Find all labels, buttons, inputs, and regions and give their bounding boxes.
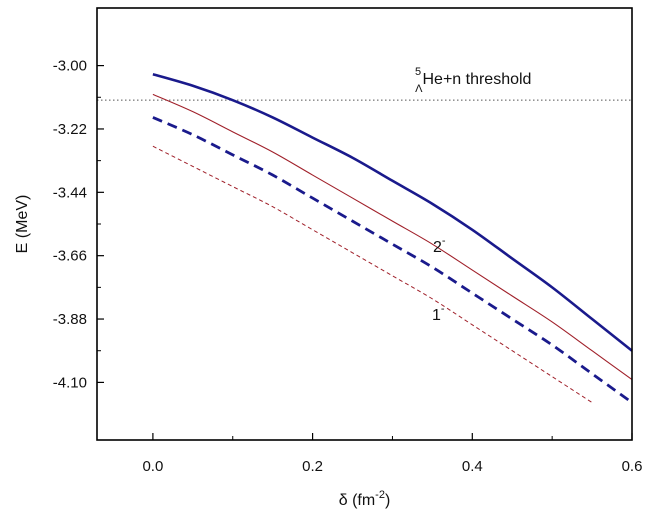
x-axis-title-text: δ (fm <box>339 492 375 509</box>
state-label-1-sup: - <box>441 303 445 315</box>
state-label-1-minus: 1- <box>432 303 445 324</box>
y-tick-label: -3.22 <box>53 121 87 138</box>
x-axis-title-close: ) <box>385 492 390 509</box>
state-label-2-minus: 2- <box>433 235 446 256</box>
threshold-label: 5 ΛHe+n threshold <box>415 66 531 95</box>
y-tick-label: -3.66 <box>53 248 87 265</box>
y-tick-label: -3.44 <box>53 184 87 201</box>
y-tick-label: -3.88 <box>53 311 87 328</box>
x-tick-label: 0.6 <box>622 458 643 475</box>
series-layer <box>152 72 633 404</box>
threshold-lambda-subscript: Λ <box>415 83 423 95</box>
threshold-mass-number: 5 <box>415 66 421 78</box>
x-tick-label: 0.2 <box>302 458 323 475</box>
series-line-4 <box>152 145 593 403</box>
y-tick-label: -4.10 <box>53 374 87 391</box>
y-axis-title: E (MeV) <box>14 195 31 254</box>
series-line-2 <box>152 116 633 404</box>
x-axis-title: δ (fm-2) <box>339 489 391 509</box>
series-line-1 <box>152 72 633 352</box>
series-line-3 <box>152 93 633 380</box>
x-axis-title-exponent: -2 <box>375 489 385 501</box>
y-tick-label: -3.00 <box>53 58 87 75</box>
y-axis-ticks: -3.00 -3.22 -3.44 -3.66 -3.88 -4.10 <box>53 58 104 391</box>
x-axis-ticks: 0.0 0.2 0.4 0.6 <box>142 433 642 475</box>
state-label-2-sup: - <box>442 235 446 247</box>
state-label-2-text: 2 <box>433 239 442 256</box>
x-tick-label: 0.4 <box>462 458 483 475</box>
threshold-label-text: He+n threshold <box>422 71 531 88</box>
plot-frame <box>96 7 633 441</box>
x-tick-label: 0.0 <box>142 458 163 475</box>
state-label-1-text: 1 <box>432 307 441 324</box>
